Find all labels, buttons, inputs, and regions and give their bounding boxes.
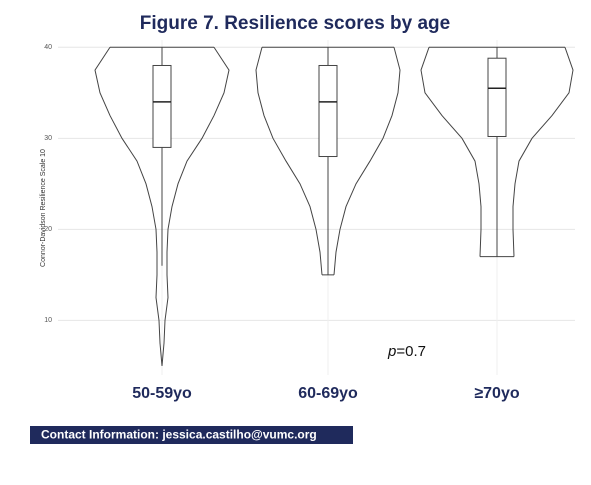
y-tick-label: 40 [44, 44, 52, 51]
box [152, 64, 172, 148]
box [487, 57, 507, 137]
y-axis-label: Connor-Davidson Resilience Scale 10 [40, 149, 47, 267]
annotation-variable: p [387, 343, 396, 360]
y-tick-label: 30 [44, 135, 52, 142]
violin-left [420, 47, 482, 257]
box [318, 64, 338, 158]
violin-right [333, 47, 401, 275]
annotation: p=0.7 [387, 343, 426, 360]
x-tick-label: 50-59yo [132, 385, 192, 402]
x-tick-label: ≥70yo [474, 385, 519, 402]
y-tick-label: 10 [44, 317, 52, 324]
footer: Contact Information: jessica.castilho@vu… [41, 428, 317, 442]
footer-box [30, 426, 353, 444]
chart-title: Figure 7. Resilience scores by age [140, 13, 450, 34]
violin-right [161, 47, 230, 366]
violin-right [512, 47, 574, 257]
violin-left [255, 47, 323, 275]
annotation-value: =0.7 [396, 343, 426, 360]
y-tick-label: 20 [44, 226, 52, 233]
violin-left [94, 47, 163, 366]
x-tick-label: 60-69yo [298, 385, 358, 402]
